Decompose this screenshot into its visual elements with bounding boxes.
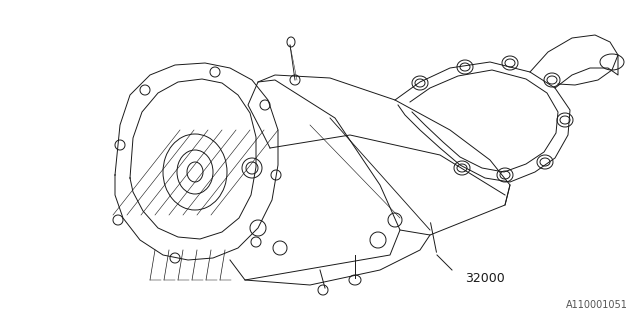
Text: A110001051: A110001051 [566,300,628,310]
Text: 32000: 32000 [465,271,505,284]
